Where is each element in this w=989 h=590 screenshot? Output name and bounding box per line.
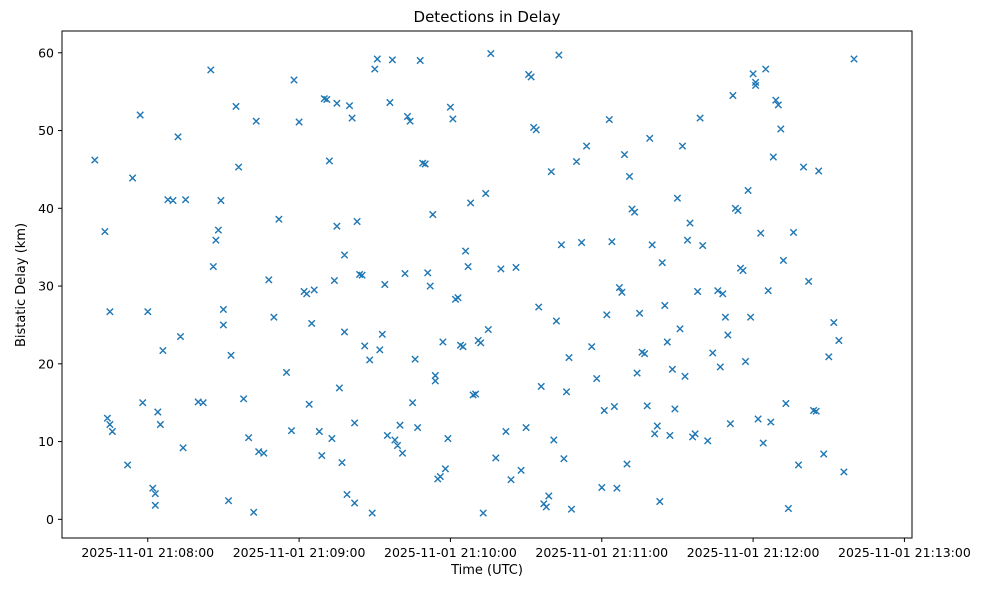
x-tick-label: 2025-11-01 21:10:00 [384, 545, 517, 560]
x-tick-label: 2025-11-01 21:09:00 [233, 545, 366, 560]
y-tick-label: 50 [38, 123, 54, 138]
scatter-x-markers [91, 49, 858, 517]
x-axis-label: Time (UTC) [451, 563, 523, 578]
x-tick-label: 2025-11-01 21:08:00 [81, 545, 214, 560]
y-tick-label: 60 [38, 45, 54, 60]
chart-title: Detections in Delay [413, 8, 561, 26]
y-tick-label: 40 [38, 201, 54, 216]
x-tick-label: 2025-11-01 21:13:00 [838, 545, 971, 560]
y-tick-label: 10 [38, 434, 54, 449]
x-tick-label: 2025-11-01 21:12:00 [687, 545, 820, 560]
axes-spines [61, 30, 913, 539]
x-tick-label: 2025-11-01 21:11:00 [535, 545, 668, 560]
y-tick-label: 30 [38, 279, 54, 294]
y-tick-label: 0 [46, 512, 54, 527]
y-tick-label: 20 [38, 356, 54, 371]
